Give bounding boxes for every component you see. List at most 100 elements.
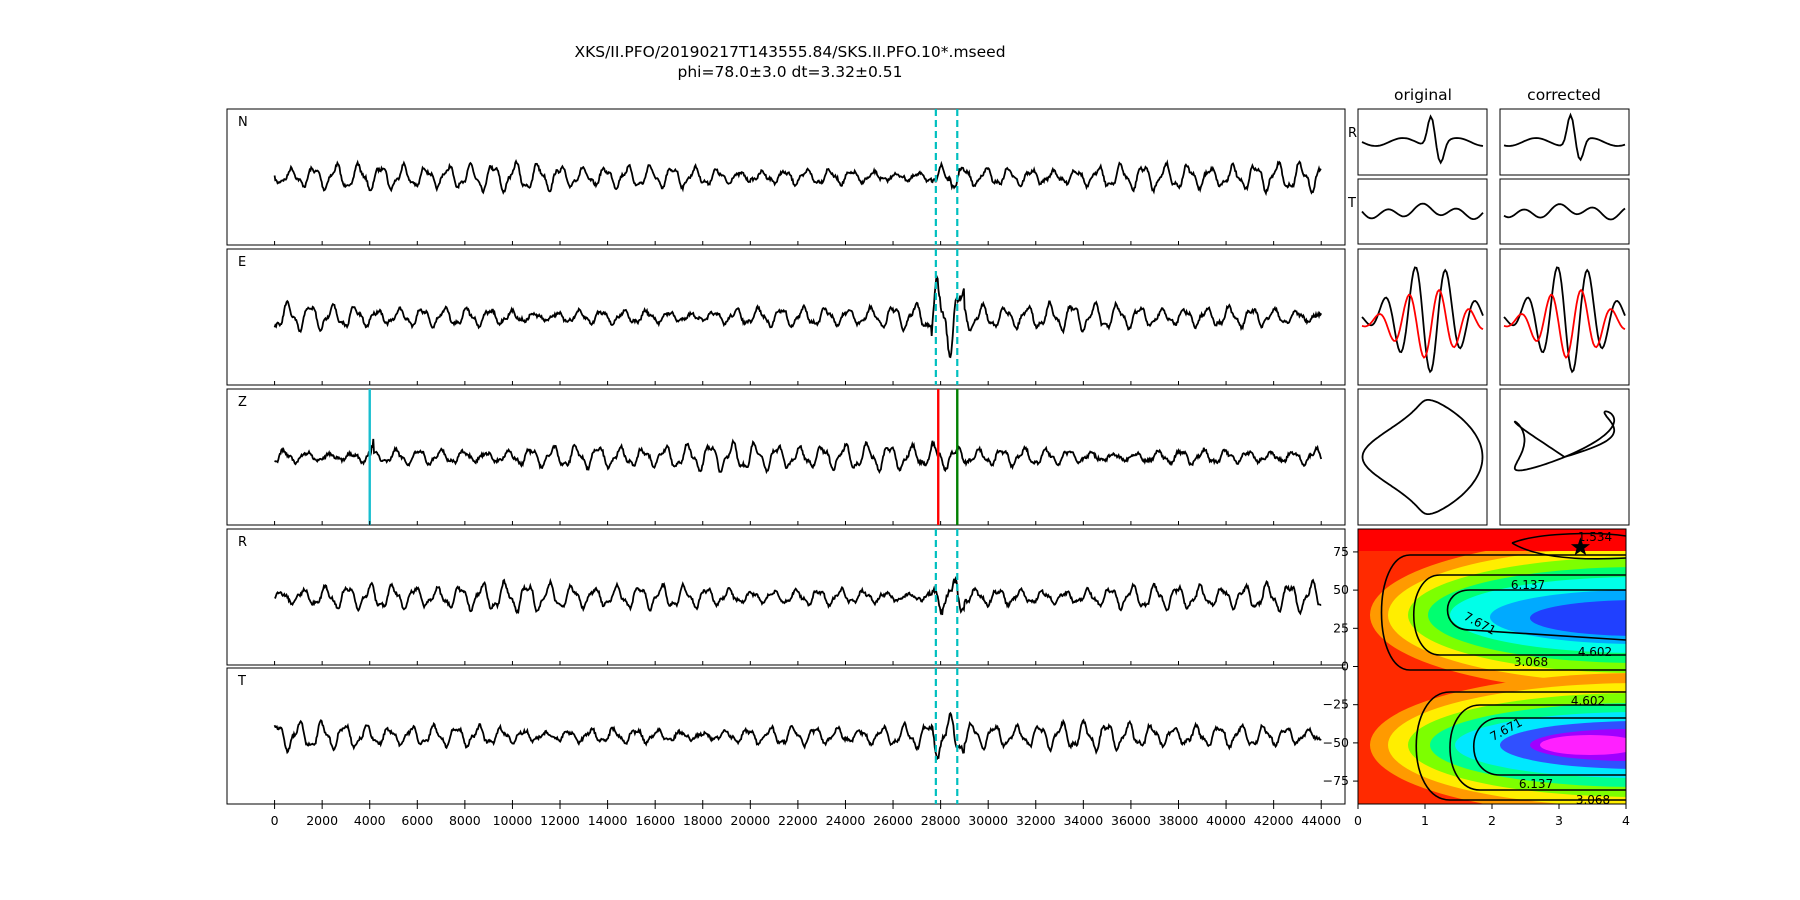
x-tick-label: 26000	[873, 813, 913, 828]
waveform-x-axis: 0 2000 4000 6000 8000 10000 12000 14000 16000 180…	[271, 804, 1341, 828]
waveform-line	[273, 711, 1322, 760]
x-tick-label: 14000	[588, 813, 628, 828]
x-tick-label: 20000	[730, 813, 770, 828]
waveform-line	[274, 438, 1323, 475]
figure-title: XKS/II.PFO/20190217T143555.84/SKS.II.PFO…	[574, 43, 1005, 61]
particle-panel	[1357, 388, 1488, 526]
x-tick-label: 4	[1622, 813, 1630, 828]
waveform-line	[273, 159, 1322, 197]
overlay-line-black	[1503, 266, 1626, 374]
particle-panel	[1499, 388, 1630, 526]
y-tick-label: 75	[1333, 544, 1349, 559]
y-tick-label: 50	[1333, 582, 1349, 597]
waveform-line	[1361, 114, 1484, 165]
trace-panel-r: R	[226, 528, 1346, 666]
waveform-line	[1503, 112, 1626, 162]
energy-map-axes: 0 1 2 3 4 75 50 25 0 −25 −50 −75	[1323, 544, 1630, 828]
figure-subtitle: phi=78.0±3.0 dt=3.32±0.51	[678, 63, 903, 81]
y-tick-label: −50	[1323, 735, 1349, 750]
contour-label: 1.534	[1578, 530, 1612, 544]
x-tick-label: 22000	[778, 813, 818, 828]
waveform-line	[1503, 203, 1626, 221]
y-tick-label: −25	[1323, 697, 1349, 712]
overlay-line-black	[1361, 266, 1484, 374]
particle-frame	[1499, 108, 1630, 176]
particle-panel: R	[1348, 108, 1488, 176]
y-tick-label: −75	[1323, 773, 1349, 788]
x-tick-label: 2	[1488, 813, 1496, 828]
particle-frame	[1357, 178, 1488, 245]
particle-panel	[1499, 248, 1630, 386]
contour-line	[1511, 532, 1626, 560]
waveform-traces: N E Z R T	[226, 108, 1346, 805]
x-tick-label: 6000	[401, 813, 433, 828]
x-tick-label: 12000	[540, 813, 580, 828]
contour-label: 4.602	[1578, 645, 1612, 659]
x-tick-label: 1	[1421, 813, 1429, 828]
trace-label: Z	[238, 395, 247, 410]
x-tick-label: 34000	[1063, 813, 1103, 828]
x-tick-label: 36000	[1111, 813, 1151, 828]
particle-panel	[1357, 248, 1488, 386]
x-tick-label: 44000	[1301, 813, 1341, 828]
contour-label: 6.137	[1511, 578, 1545, 592]
waveform-line	[274, 575, 1322, 616]
trace-label: R	[238, 535, 247, 550]
x-tick-label: 18000	[683, 813, 723, 828]
trace-frame	[226, 388, 1346, 526]
x-tick-label: 30000	[968, 813, 1008, 828]
particle-panel: T	[1347, 178, 1488, 245]
column-title-original: original	[1394, 86, 1452, 104]
x-tick-label: 0	[1354, 813, 1362, 828]
trace-frame	[226, 528, 1346, 666]
x-tick-label: 0	[271, 813, 279, 828]
overlay-line-red	[1361, 288, 1484, 359]
energy-upper-band-7	[1530, 600, 1626, 636]
contour-label: 6.137	[1519, 777, 1553, 791]
contour-line	[1449, 704, 1626, 791]
trace-frame	[226, 108, 1346, 246]
best-fit-star	[1570, 537, 1590, 556]
particle-frame	[1499, 178, 1630, 245]
contour-line	[1472, 717, 1626, 776]
overlay-line-red	[1503, 288, 1626, 359]
particle-panel	[1499, 108, 1630, 176]
particle-panels: RT	[1347, 108, 1630, 526]
x-tick-label: 42000	[1254, 813, 1294, 828]
contour-label: 3.068	[1576, 793, 1610, 807]
contour-line	[1415, 691, 1626, 801]
x-tick-label: 8000	[449, 813, 481, 828]
column-title-corrected: corrected	[1527, 86, 1601, 104]
x-tick-label: 40000	[1206, 813, 1246, 828]
trace-label: N	[238, 115, 248, 130]
x-tick-label: 24000	[826, 813, 866, 828]
y-tick-label: 25	[1333, 620, 1349, 635]
contour-label: 3.068	[1514, 655, 1548, 669]
particle-frame	[1357, 388, 1488, 526]
x-tick-label: 32000	[1016, 813, 1056, 828]
energy-lower-band-8	[1540, 735, 1626, 755]
particle-motion-line	[1361, 399, 1484, 515]
x-tick-label: 16000	[635, 813, 675, 828]
x-tick-label: 28000	[921, 813, 961, 828]
waveform-line	[1361, 202, 1484, 221]
trace-label: E	[238, 255, 246, 270]
contour-line	[1446, 589, 1626, 641]
trace-panel-z: Z	[226, 388, 1346, 526]
x-tick-label: 10000	[493, 813, 533, 828]
x-tick-label: 38000	[1159, 813, 1199, 828]
trace-label: T	[237, 674, 246, 689]
trace-panel-n: N	[226, 108, 1346, 246]
x-tick-label: 4000	[354, 813, 386, 828]
particle-panel	[1499, 178, 1630, 245]
contour-line	[1413, 574, 1626, 656]
row-label: R	[1348, 126, 1357, 141]
x-tick-label: 2000	[306, 813, 338, 828]
x-tick-label: 3	[1555, 813, 1563, 828]
trace-panel-t: T	[226, 667, 1346, 805]
trace-panel-e: E	[226, 248, 1346, 386]
y-tick-label: 0	[1341, 659, 1349, 674]
energy-map: 1.534 6.137 7.671 4.602 3.068 4.602 7.67…	[1323, 528, 1630, 828]
particle-motion-line	[1513, 410, 1616, 472]
contour-line	[1380, 554, 1626, 671]
